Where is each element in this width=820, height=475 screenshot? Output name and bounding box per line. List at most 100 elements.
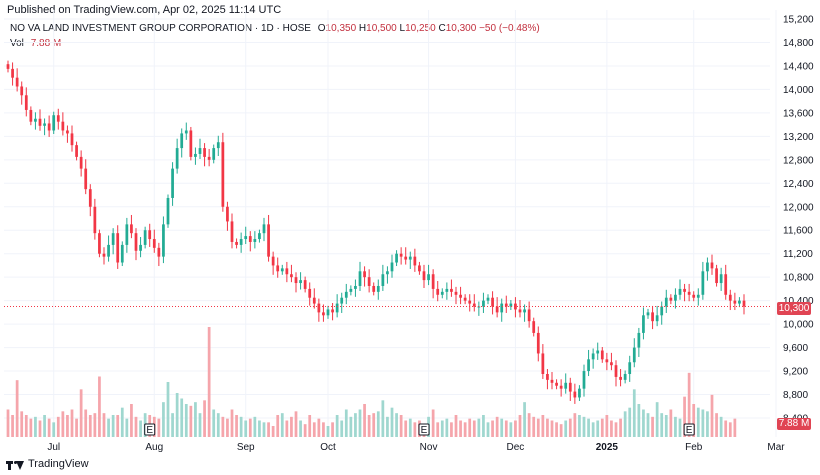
volume-bar bbox=[331, 422, 334, 437]
volume-bar bbox=[573, 413, 577, 437]
candle-body bbox=[47, 123, 51, 131]
volume-bar bbox=[710, 394, 714, 437]
volume-bar bbox=[541, 415, 545, 437]
volume-bar bbox=[340, 420, 344, 437]
candles bbox=[6, 60, 746, 404]
candle-body bbox=[98, 233, 101, 254]
candle-body bbox=[509, 303, 513, 307]
volume-bar bbox=[180, 398, 184, 437]
candle-body bbox=[189, 130, 193, 157]
candle-body bbox=[248, 236, 252, 242]
candle-body bbox=[482, 300, 485, 307]
volume-bar bbox=[651, 416, 654, 437]
candle-body bbox=[692, 294, 696, 298]
volume-bar bbox=[322, 422, 325, 437]
candle-body bbox=[303, 280, 307, 289]
volume-bar bbox=[262, 422, 266, 437]
candle-body bbox=[632, 347, 636, 363]
chart-legend: NO VA LAND INVESTMENT GROUP CORPORATION … bbox=[10, 22, 540, 50]
candle-body bbox=[523, 309, 526, 313]
candle-body bbox=[514, 303, 517, 310]
candle-body bbox=[568, 382, 572, 392]
candle-body bbox=[239, 239, 243, 245]
candle-body bbox=[687, 291, 691, 295]
volume-bar bbox=[605, 415, 609, 437]
candle-body bbox=[454, 291, 458, 295]
volume-bar bbox=[258, 420, 261, 437]
volume-bar bbox=[175, 393, 179, 437]
candle-body bbox=[610, 362, 613, 366]
volume-label[interactable]: Vol bbox=[10, 38, 24, 49]
volume-bar bbox=[317, 418, 321, 437]
candle-body bbox=[326, 309, 330, 316]
candle-body bbox=[212, 148, 216, 160]
volume-bar bbox=[463, 422, 467, 437]
candle-body bbox=[290, 274, 293, 278]
candle-body bbox=[463, 297, 467, 301]
candle-body bbox=[102, 253, 106, 257]
volume-bar bbox=[582, 416, 586, 437]
time-tick-label: Aug bbox=[145, 442, 163, 453]
earnings-marker bbox=[683, 423, 695, 436]
candle-body bbox=[578, 388, 581, 398]
candle-body bbox=[660, 306, 664, 316]
candle-body bbox=[468, 300, 472, 304]
volume-bar bbox=[61, 411, 65, 437]
time-tick-label: 2025 bbox=[596, 442, 619, 453]
volume-bar bbox=[472, 420, 476, 437]
candle-body bbox=[244, 236, 248, 240]
volume-bar bbox=[637, 404, 641, 437]
volume-bar bbox=[184, 404, 188, 437]
volume-bar bbox=[107, 418, 110, 437]
volume-bar bbox=[344, 409, 348, 437]
earnings-marker-label: E bbox=[421, 425, 428, 436]
open-label: O bbox=[317, 23, 326, 34]
candle-body bbox=[258, 233, 261, 240]
candle-body bbox=[84, 168, 88, 190]
candle-body bbox=[11, 68, 14, 78]
candle-body bbox=[66, 130, 69, 134]
candle-body bbox=[527, 309, 531, 322]
candle-body bbox=[24, 95, 28, 110]
candle-body bbox=[715, 268, 718, 284]
candle-body bbox=[15, 77, 19, 87]
published-note: Published on TradingView.com, Apr 02, 20… bbox=[7, 4, 282, 16]
volume-bar bbox=[678, 418, 682, 437]
volume-bar bbox=[349, 416, 353, 437]
volume-bar bbox=[11, 415, 14, 437]
candle-body bbox=[180, 133, 184, 149]
candle-body bbox=[235, 241, 238, 245]
symbol-title[interactable]: NO VA LAND INVESTMENT GROUP CORPORATION … bbox=[10, 23, 311, 34]
volume-bar bbox=[24, 415, 28, 437]
time-tick-label: Oct bbox=[320, 442, 336, 453]
volume-bar bbox=[500, 418, 504, 437]
volume-bar bbox=[486, 422, 490, 437]
volume-bar bbox=[326, 426, 330, 437]
volume-bar bbox=[381, 400, 385, 437]
candle-body bbox=[596, 350, 600, 354]
volume-bar bbox=[56, 416, 60, 437]
time-tick-label: Feb bbox=[685, 442, 703, 453]
volume-bar bbox=[692, 404, 696, 437]
volume-bar bbox=[642, 409, 645, 437]
volume-bar bbox=[6, 409, 10, 437]
candle-body bbox=[500, 303, 504, 313]
candle-body bbox=[162, 224, 165, 257]
candle-body bbox=[120, 244, 124, 263]
volume-bar bbox=[600, 418, 604, 437]
volume-bar bbox=[267, 422, 270, 437]
candle-body bbox=[719, 274, 723, 284]
time-tick-label: Jul bbox=[47, 442, 60, 453]
volume-bar bbox=[404, 420, 408, 437]
volume-bar bbox=[669, 409, 673, 437]
volume-bar bbox=[15, 380, 19, 437]
volume-bar bbox=[578, 415, 581, 437]
volume-bar bbox=[312, 422, 316, 437]
volume-bar bbox=[546, 418, 549, 437]
volume-bar bbox=[450, 422, 453, 437]
candle-body bbox=[582, 371, 586, 389]
earnings-marker-label: E bbox=[686, 425, 693, 436]
price-tick-label: 12,000 bbox=[783, 202, 814, 213]
candle-body bbox=[358, 271, 362, 286]
